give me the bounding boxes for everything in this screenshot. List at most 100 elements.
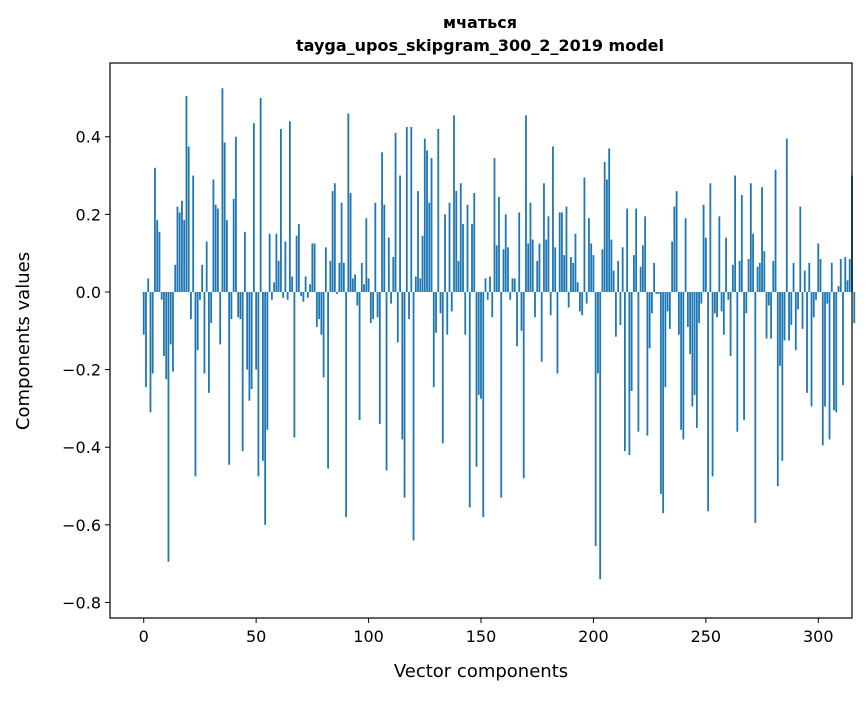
bar (529, 202, 532, 292)
bar (358, 291, 361, 421)
bar (468, 291, 471, 508)
bar (448, 202, 451, 292)
bar (653, 262, 656, 292)
bar (817, 243, 820, 292)
bar (423, 138, 426, 292)
bar (196, 291, 199, 351)
bar (617, 260, 620, 292)
bar (354, 274, 356, 292)
bar (729, 291, 732, 357)
x-tick-label: 50 (246, 627, 266, 646)
bar (648, 291, 651, 349)
bar (336, 291, 338, 294)
bar (711, 291, 714, 477)
bar (217, 208, 219, 292)
bar (536, 260, 539, 292)
bar (356, 291, 359, 306)
bar (378, 291, 381, 424)
bar (581, 291, 584, 316)
bar (682, 291, 685, 440)
bar (797, 291, 799, 310)
y-tick-label: −0.2 (62, 361, 101, 380)
bar (824, 291, 826, 407)
bar (268, 233, 271, 292)
bar (572, 262, 575, 292)
bar (597, 291, 599, 374)
bar (585, 291, 588, 304)
bar (253, 123, 255, 292)
bar (630, 291, 633, 391)
bar (783, 291, 786, 341)
bar (165, 291, 168, 380)
chart-title-line-1: мчаться (443, 13, 517, 32)
bar (619, 291, 622, 325)
bar (844, 257, 847, 292)
bar (327, 291, 329, 469)
bar (543, 183, 545, 292)
bar (205, 241, 208, 292)
bar (808, 262, 811, 292)
bar (439, 291, 442, 314)
bar (471, 224, 473, 292)
bar (149, 291, 152, 413)
x-tick-label: 300 (803, 627, 834, 646)
chart-title-line-2: tayga_upos_skipgram_300_2_2019 model (296, 36, 664, 55)
bar (579, 291, 581, 312)
bar (565, 206, 568, 292)
bar (414, 276, 417, 292)
bar (349, 193, 352, 292)
bar (842, 291, 844, 386)
bar (392, 257, 395, 292)
bar (226, 220, 228, 292)
bar (399, 175, 401, 292)
bar (190, 291, 192, 320)
bar (763, 251, 766, 292)
bar (324, 247, 327, 292)
y-tick-label: 0.2 (76, 205, 101, 224)
bar (610, 239, 613, 292)
bar (151, 291, 154, 374)
bar (684, 218, 687, 292)
bar (839, 259, 842, 292)
bar (702, 204, 705, 292)
bar (686, 291, 689, 327)
bar (518, 212, 521, 292)
bar (513, 278, 516, 292)
bar (235, 136, 237, 292)
bar (743, 291, 745, 421)
bar (412, 291, 415, 541)
bar (779, 291, 781, 366)
bar (160, 291, 163, 300)
bar (266, 291, 269, 430)
bar (244, 231, 246, 292)
bar (736, 291, 739, 432)
bar (284, 241, 287, 292)
bar (812, 291, 815, 318)
bars-group (142, 88, 856, 580)
bar (740, 194, 743, 292)
bar (819, 259, 822, 292)
bar (603, 161, 606, 292)
bar (345, 291, 347, 518)
bar (691, 291, 694, 407)
x-tick-label: 100 (353, 627, 384, 646)
bar (383, 204, 386, 292)
bar (725, 237, 727, 292)
bar (756, 266, 759, 292)
bar (228, 291, 231, 465)
bar (527, 243, 530, 292)
bar (390, 291, 392, 304)
x-tick-label: 250 (691, 627, 722, 646)
bar (752, 233, 754, 292)
bar (707, 291, 709, 512)
bar (342, 262, 345, 292)
bar (426, 150, 428, 292)
bar (491, 291, 494, 318)
bar (554, 247, 557, 292)
bar (608, 148, 611, 292)
bar (765, 291, 768, 339)
y-axis-label: Components values (13, 252, 34, 430)
bar (291, 276, 294, 292)
bar (187, 146, 190, 292)
